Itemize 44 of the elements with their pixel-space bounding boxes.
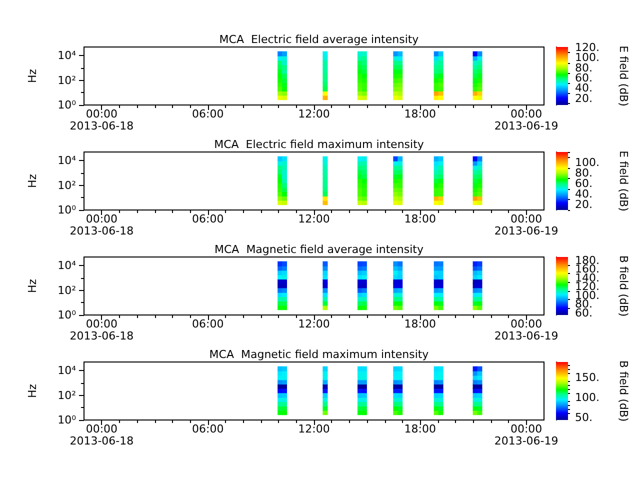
color-bar-label: 80. [575, 166, 592, 180]
x-tick-label: 18:00 [404, 108, 436, 120]
color-bar-label: 20. [575, 198, 592, 212]
color-bar-label: 100. [575, 390, 600, 404]
y-axis-title: Hz [26, 278, 39, 294]
color-bar-label: 60. [575, 177, 592, 190]
x-tick-label: 12:00 [298, 212, 330, 226]
x-tick-label: 00:00 2013-06-19 [494, 422, 558, 448]
y-tick-label: 10² [58, 178, 76, 192]
x-tick-label: 06:00 [192, 318, 224, 330]
y-tick-label: 10⁴ [58, 49, 77, 62]
chart-title: MCA Magnetic field maximum intensity [209, 348, 430, 361]
y-tick-label: 10⁴ [58, 364, 77, 378]
x-tick-label: 00:00 2013-06-19 [494, 108, 558, 132]
x-tick-label: 06:00 [192, 212, 224, 226]
y-axis-title: Hz [26, 68, 39, 84]
color-bar-title: E field (dB) [617, 150, 630, 212]
chart-title: MCA Electric field average intensity [219, 33, 420, 46]
chart-title: MCA Magnetic field average intensity [214, 243, 424, 256]
y-tick-label: 10² [58, 74, 76, 87]
x-tick-label: 12:00 [298, 422, 330, 436]
x-tick-label: 18:00 [404, 212, 436, 226]
chart-title: MCA Electric field maximum intensity [214, 138, 424, 151]
color-bar-label: 50. [575, 411, 592, 424]
color-bar-title: B field (dB) [617, 255, 630, 317]
y-tick-label: 10² [58, 284, 76, 297]
x-tick-label: 06:00 [192, 108, 224, 120]
x-tick-label: 18:00 [404, 422, 436, 436]
color-bar-label: 100. [575, 156, 600, 170]
y-axis-title: Hz [26, 174, 39, 188]
y-tick-label: 10⁴ [58, 154, 77, 168]
x-tick-label: 00:00 2013-06-19 [494, 212, 558, 238]
y-tick-label: 10² [58, 388, 76, 402]
color-bar-label: 40. [575, 188, 592, 201]
y-axis-title: Hz [26, 384, 39, 398]
color-bar-title: E field (dB) [617, 46, 630, 106]
x-tick-label: 12:00 [298, 318, 330, 330]
y-tick-label: 10⁴ [58, 259, 77, 272]
color-bar-label: 150. [575, 370, 600, 384]
color-bar-title: B field (dB) [617, 360, 630, 422]
x-tick-label: 00:00 2013-06-19 [494, 318, 558, 342]
x-tick-label: 18:00 [404, 318, 436, 330]
x-tick-label: 06:00 [192, 422, 224, 436]
x-tick-label: 12:00 [298, 108, 330, 120]
